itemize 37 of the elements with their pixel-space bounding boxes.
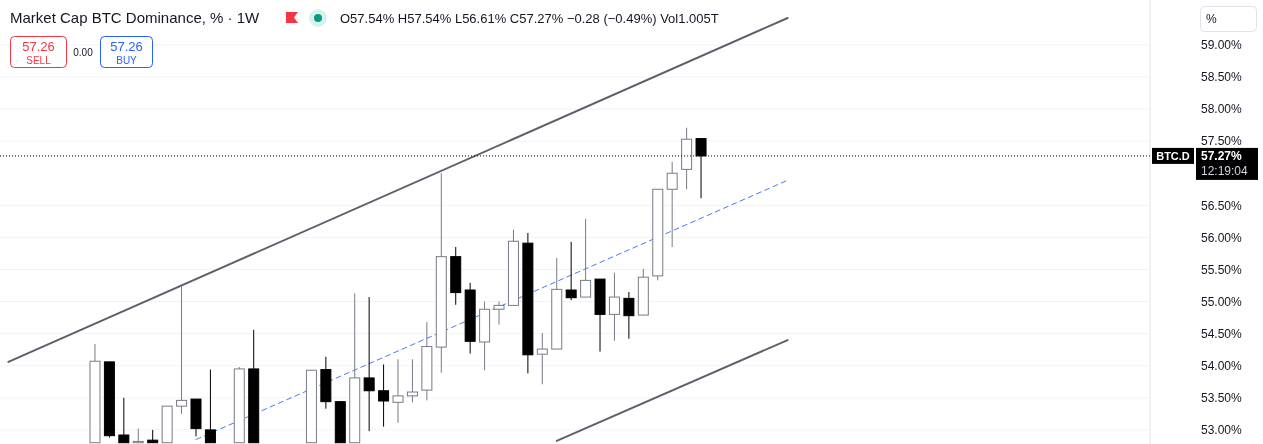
candlestick bbox=[608, 272, 620, 342]
text: 57.27% bbox=[1201, 149, 1243, 164]
text: % bbox=[1206, 12, 1217, 27]
candlestick bbox=[565, 241, 577, 301]
y-tick-label: 54.00% bbox=[1201, 358, 1243, 373]
text: O57.54% H57.54% L56.61% C57.27% −0.28 (−0.49%) Vol1.005T bbox=[340, 10, 719, 26]
text: Market Cap BTC Dominance, % · 1W bbox=[10, 9, 261, 27]
candlestick bbox=[176, 285, 188, 415]
y-tick-label: 55.00% bbox=[1201, 294, 1243, 309]
ref-line-label: BTC.D bbox=[1156, 149, 1190, 162]
y-tick-label: 57.50% bbox=[1201, 134, 1243, 149]
annotation: BUY bbox=[116, 54, 138, 66]
annotation: 57.26 bbox=[110, 38, 143, 54]
text: 12:19:04 bbox=[1201, 164, 1249, 179]
y-tick-label: 59.00% bbox=[1201, 38, 1243, 53]
y-tick-label: 58.50% bbox=[1201, 70, 1243, 85]
candlestick bbox=[666, 161, 678, 248]
candlestick bbox=[363, 296, 375, 432]
candlestick bbox=[536, 332, 548, 385]
y-tick-label: 53.50% bbox=[1201, 391, 1243, 405]
candlestick bbox=[623, 291, 635, 340]
candlestick bbox=[406, 358, 418, 403]
y-tick-label: 53.00% bbox=[1201, 423, 1243, 438]
candlestick bbox=[392, 358, 404, 424]
candlestick bbox=[378, 363, 390, 428]
candlestick bbox=[493, 301, 505, 326]
y-tick-label: 56.00% bbox=[1201, 230, 1243, 245]
annotation: SELL bbox=[26, 54, 52, 66]
y-tick-label: 54.50% bbox=[1201, 326, 1243, 341]
annotation: 0.00 bbox=[73, 46, 94, 58]
candlestick bbox=[580, 218, 592, 298]
y-tick-label: 55.50% bbox=[1201, 262, 1243, 277]
y-tick-label: 56.50% bbox=[1201, 198, 1243, 213]
annotation: 57.26 bbox=[22, 38, 55, 54]
candlestick bbox=[204, 369, 216, 444]
y-tick-label: 58.00% bbox=[1201, 102, 1243, 117]
candlestick bbox=[118, 397, 130, 444]
